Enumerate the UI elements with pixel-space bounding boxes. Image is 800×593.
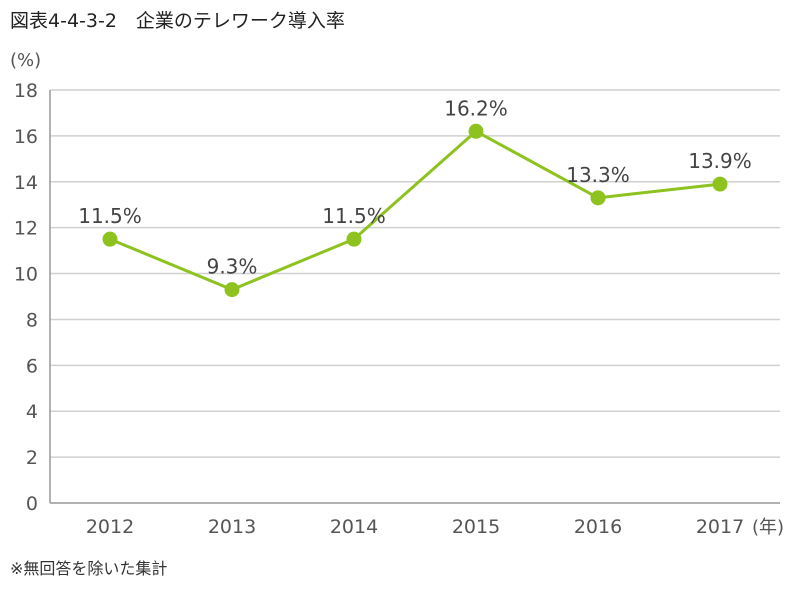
data-point: [102, 231, 118, 247]
x-tick-label: 2012: [86, 516, 134, 538]
data-label: 9.3%: [207, 255, 258, 279]
y-tick-label: 12: [14, 218, 38, 240]
data-points: [102, 123, 728, 298]
y-tick-label: 0: [26, 493, 38, 515]
data-point: [224, 282, 240, 298]
grid-lines: [50, 89, 780, 458]
y-tick-label: 6: [26, 355, 38, 377]
y-tick-label: 18: [14, 80, 38, 102]
y-tick-label: 14: [14, 172, 38, 194]
data-point: [590, 190, 606, 206]
data-point: [712, 176, 728, 192]
y-tick-labels: 0 2 4 6 8 10 12 14 16 18: [14, 80, 38, 515]
x-tick-label: 2016: [574, 516, 622, 538]
data-point: [468, 123, 484, 139]
x-tick-label: 2014: [330, 516, 378, 538]
data-point: [346, 231, 362, 247]
x-tick-label: 2013: [208, 516, 256, 538]
y-tick-label: 8: [26, 309, 38, 331]
data-label: 13.3%: [566, 163, 630, 187]
x-tick-label: 2015: [452, 516, 500, 538]
data-labels: 11.5% 9.3% 11.5% 16.2% 13.3% 13.9%: [78, 96, 752, 278]
series-line: [109, 129, 721, 292]
x-tick-label: 2017: [696, 516, 744, 538]
y-tick-label: 10: [14, 264, 38, 286]
x-tick-labels: 2012 2013 2014 2015 2016 2017: [86, 516, 744, 538]
y-axis-unit-label: (%): [10, 50, 41, 71]
data-label: 11.5%: [322, 204, 386, 228]
figure-title: 図表4-4-3-2 企業のテレワーク導入率: [10, 10, 345, 32]
axes: [49, 90, 780, 504]
y-tick-label: 2: [26, 447, 38, 469]
y-tick-label: 16: [14, 126, 38, 148]
data-label: 16.2%: [444, 96, 508, 120]
y-tick-label: 4: [26, 401, 38, 423]
footnote: ※無回答を除いた集計: [10, 559, 168, 578]
data-label: 11.5%: [78, 204, 142, 228]
x-axis-unit-label: (年): [752, 517, 784, 538]
data-label: 13.9%: [688, 149, 752, 173]
